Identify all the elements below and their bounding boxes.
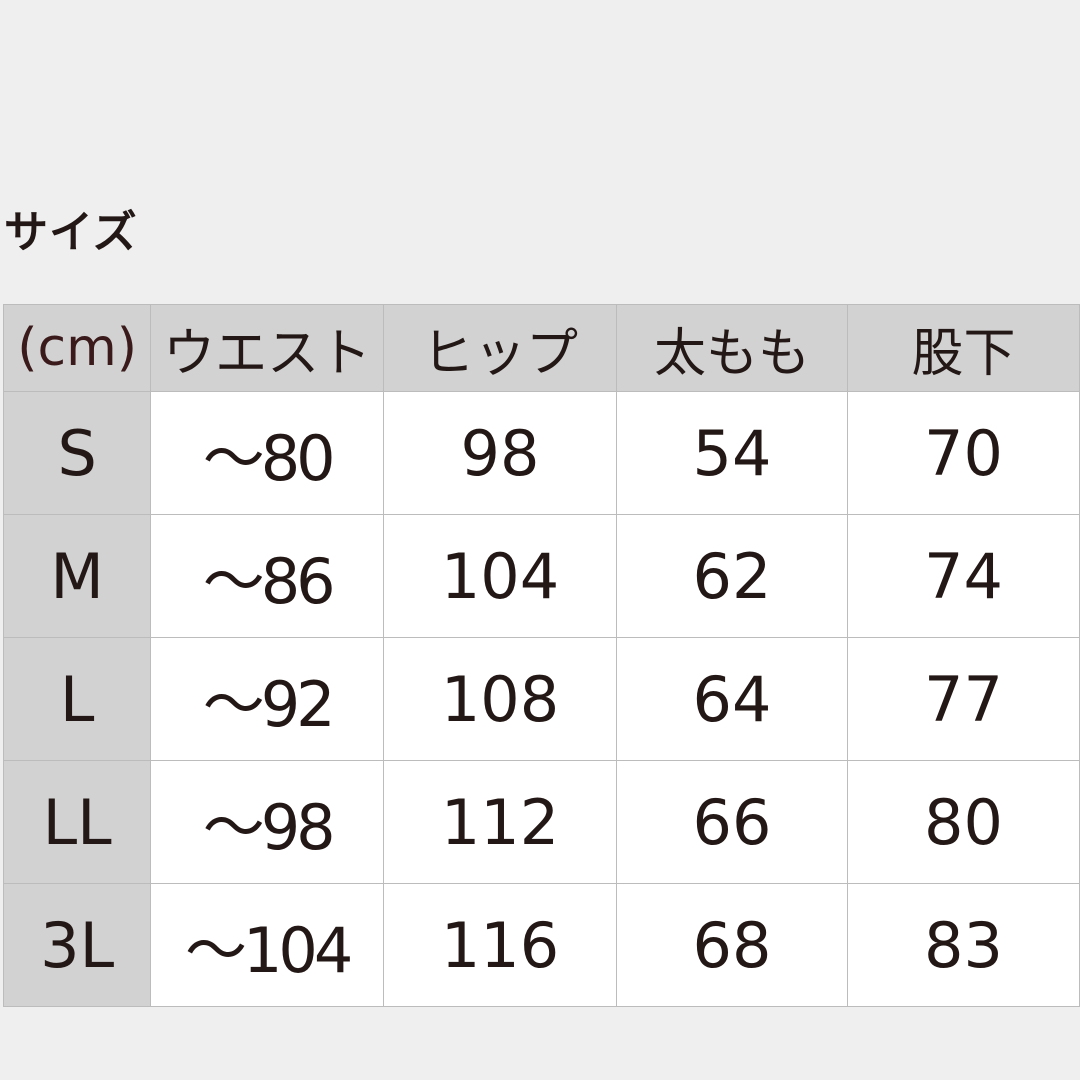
hip-cell: 104 — [382, 514, 617, 638]
table-row: LL 〜98 112 66 80 — [2, 760, 1080, 884]
hip-cell: 116 — [382, 883, 617, 1007]
size-cell: 3L — [2, 883, 152, 1007]
thigh-cell: 66 — [615, 760, 848, 884]
inseam-cell: 70 — [846, 391, 1080, 515]
hip-cell: 112 — [382, 760, 617, 884]
table-row: L 〜92 108 64 77 — [2, 637, 1080, 761]
thigh-cell: 64 — [615, 637, 848, 761]
waist-cell: 〜104 — [150, 883, 384, 1007]
unit-label: (cm) — [2, 304, 152, 392]
table-row: 3L 〜104 116 68 83 — [2, 883, 1080, 1007]
size-cell: S — [2, 391, 152, 515]
size-cell: M — [2, 514, 152, 638]
waist-cell: 〜80 — [150, 391, 384, 515]
table-row: S 〜80 98 54 70 — [2, 391, 1080, 515]
inseam-cell: 80 — [846, 760, 1080, 884]
header-thigh: 太もも — [615, 304, 848, 392]
thigh-cell: 68 — [615, 883, 848, 1007]
header-hip: ヒップ — [382, 304, 617, 392]
thigh-cell: 62 — [615, 514, 848, 638]
hip-cell: 108 — [382, 637, 617, 761]
size-table: (cm) ウエスト ヒップ 太もも 股下 S 〜80 98 54 70 M 〜86 104 62… — [2, 304, 1080, 1007]
page-title: サイズ — [4, 207, 138, 258]
waist-cell: 〜98 — [150, 760, 384, 884]
waist-cell: 〜86 — [150, 514, 384, 638]
hip-cell: 98 — [382, 391, 617, 515]
table-header-row: (cm) ウエスト ヒップ 太もも 股下 — [2, 304, 1080, 392]
table-row: M 〜86 104 62 74 — [2, 514, 1080, 638]
header-waist: ウエスト — [150, 304, 384, 392]
header-inseam: 股下 — [846, 304, 1080, 392]
inseam-cell: 77 — [846, 637, 1080, 761]
size-cell: LL — [2, 760, 152, 884]
inseam-cell: 74 — [846, 514, 1080, 638]
size-cell: L — [2, 637, 152, 761]
inseam-cell: 83 — [846, 883, 1080, 1007]
waist-cell: 〜92 — [150, 637, 384, 761]
thigh-cell: 54 — [615, 391, 848, 515]
